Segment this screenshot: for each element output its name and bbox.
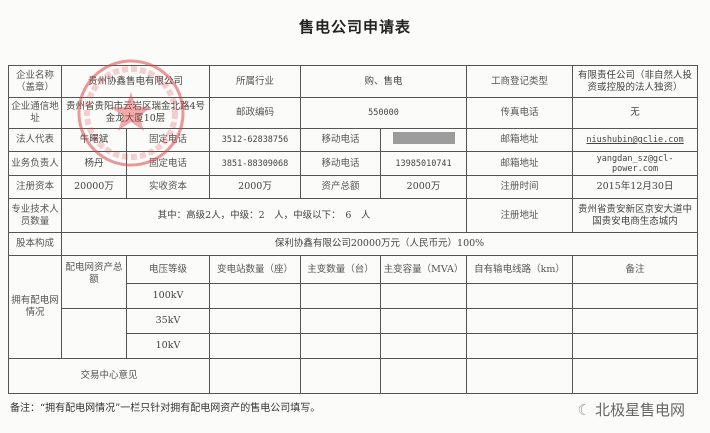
paid: 2000万: [209, 175, 302, 199]
name-label: 企业名称（盖章）: [8, 65, 62, 98]
application-form-table: 企业名称（盖章） 贵州协鑫售电有限公司 所属行业 购、售电 工商登记类型 有限责…: [7, 65, 699, 394]
voltage-level: 35kV: [125, 308, 211, 334]
biz-person: 杨丹: [61, 151, 127, 176]
postcode: 550000: [300, 97, 468, 129]
empty-cell: [466, 333, 574, 359]
footnote: 备注：“拥有配电网情况”一栏只针对拥有配电网资产的售电公司填写。: [10, 403, 321, 414]
empty-cell: [380, 358, 468, 394]
legal-rep: 牛曙斌: [61, 128, 127, 152]
fax-label: 传真电话: [466, 97, 574, 129]
empty-cell: [300, 283, 382, 309]
empty-cell: [380, 308, 468, 334]
legal-tel: 3512-62838756: [209, 128, 302, 152]
grid-header: 主变数量（台）: [300, 255, 382, 284]
addr-label: 企业通信地址: [8, 97, 62, 129]
redaction-bar: [392, 132, 455, 144]
empty-cell: [209, 308, 302, 334]
legal-email: niushubin@gclie.com: [572, 128, 699, 152]
empty-cell: [572, 333, 699, 359]
grid-header: 变电站数量（座）: [209, 255, 302, 284]
grid-header: 自有输电线路（km）: [466, 255, 574, 284]
biz-label: 业务负责人: [8, 151, 62, 176]
email-label: 邮箱地址: [466, 151, 574, 176]
assets: 2000万: [380, 175, 468, 199]
grid-header: 主变容量（MVA）: [380, 255, 468, 284]
grid-header: 备注: [572, 255, 699, 284]
watermark-logo-icon: ☾: [577, 401, 591, 419]
regtime: 2015年12月30日: [572, 175, 699, 199]
industry-label: 所属行业: [209, 65, 302, 98]
biz-tel: 3851-88309068: [209, 151, 302, 176]
voltage-level: 10kV: [125, 333, 211, 359]
asset-total-label: 配电网资产总额: [61, 255, 127, 309]
biz-mobile: 13985010741: [380, 151, 468, 176]
grid-header: 电压等级: [125, 255, 211, 284]
empty-cell: [572, 308, 699, 334]
footer-row: 备注：“拥有配电网情况”一栏只针对拥有配电网资产的售电公司填写。 ☾ 北极星售电网: [8, 399, 697, 420]
industry: 购、售电: [300, 65, 468, 98]
empty-cell: [61, 308, 127, 359]
equity-label: 股本构成: [8, 232, 62, 256]
empty-cell: [300, 358, 382, 394]
capital-label: 注册资本: [8, 175, 62, 199]
empty-cell: [466, 358, 574, 394]
fax: 无: [572, 97, 699, 129]
reg-type: 有限责任公司（非自然人投资或控股的法人独资）: [572, 65, 699, 98]
email-label: 邮箱地址: [466, 128, 574, 152]
empty-cell: [466, 308, 574, 334]
equity: 保利协鑫有限公司20000万元（人民币元）100%: [60, 232, 699, 256]
empty-cell: [209, 283, 302, 309]
empty-cell: [380, 333, 468, 359]
regaddr: 贵州省贵安新区京安大道中国贵安电商生态城内: [572, 198, 699, 233]
empty-cell: [380, 283, 468, 309]
regtime-label: 注册时间: [466, 175, 574, 199]
voltage-level: 100kV: [125, 283, 211, 309]
empty-cell: [466, 283, 574, 309]
regaddr-label: 注册地址: [466, 198, 574, 233]
staff: 其中：高级2人，中级：2 人，中级以下： 6 人: [60, 198, 468, 233]
empty-cell: [572, 358, 699, 394]
tel-label: 固定电话: [125, 128, 211, 152]
empty-cell: [572, 283, 699, 309]
biz-email: yangdan_sz@gcl-power.com: [572, 151, 699, 176]
tel-label: 固定电话: [125, 151, 211, 176]
empty-cell: [300, 308, 382, 334]
empty-cell: [300, 333, 382, 359]
mobile-label: 移动电话: [300, 128, 382, 152]
capital: 20000万: [61, 175, 127, 199]
empty-cell: [209, 358, 302, 394]
reg-type-label: 工商登记类型: [466, 65, 574, 98]
mobile-label: 移动电话: [300, 151, 382, 176]
address: 贵州省贵阳市云岩区瑞金北路4号金龙大厦10层: [60, 97, 211, 129]
page-title: 售电公司申请表: [298, 18, 411, 36]
empty-cell: [209, 333, 302, 359]
form-wrapper: 企业名称（盖章） 贵州协鑫售电有限公司 所属行业 购、售电 工商登记类型 有限责…: [7, 65, 699, 420]
legal-mobile-redacted: [380, 128, 468, 152]
legal-label: 法人代表: [8, 128, 62, 152]
watermark-text: 北极星售电网: [594, 401, 685, 419]
paid-label: 实收资本: [125, 175, 211, 199]
assets-label: 资产总额: [300, 175, 382, 199]
postcode-label: 邮政编码: [209, 97, 302, 129]
watermark: ☾ 北极星售电网: [578, 399, 685, 420]
company-name: 贵州协鑫售电有限公司: [60, 65, 211, 98]
staff-label: 专业技术人员数量: [8, 198, 62, 233]
opinion-label: 交易中心意见: [7, 358, 211, 394]
grid-section-label: 拥有配电网情况: [8, 255, 62, 359]
